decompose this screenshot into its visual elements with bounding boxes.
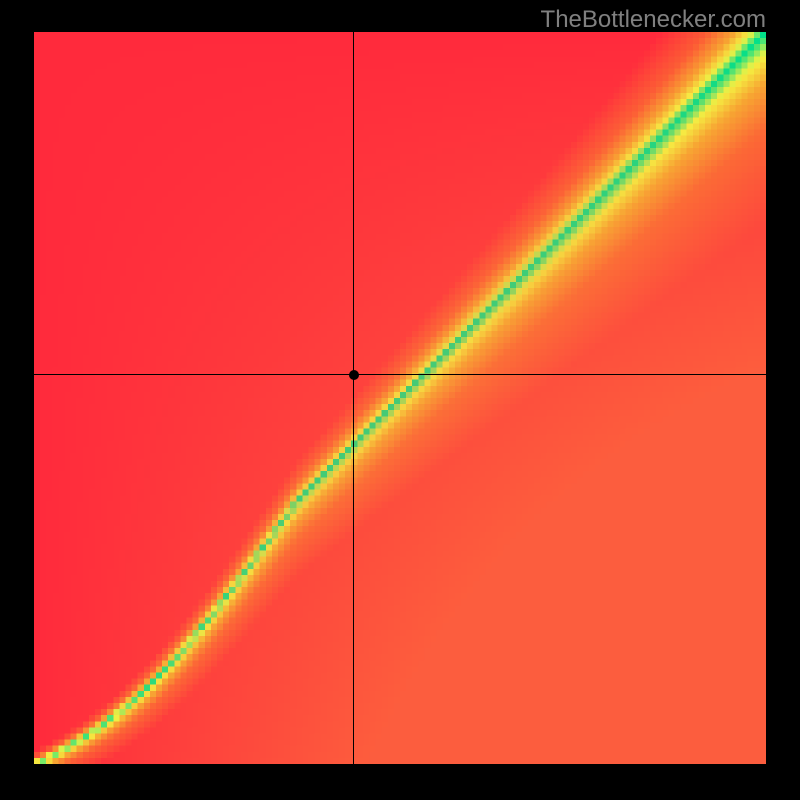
- watermark: TheBottlenecker.com: [541, 6, 766, 34]
- watermark-text: TheBottlenecker.com: [541, 6, 766, 33]
- heatmap-canvas: [34, 32, 766, 764]
- crosshair-horizontal: [34, 374, 766, 375]
- crosshair-vertical: [353, 32, 354, 764]
- crosshair-marker: [349, 370, 359, 380]
